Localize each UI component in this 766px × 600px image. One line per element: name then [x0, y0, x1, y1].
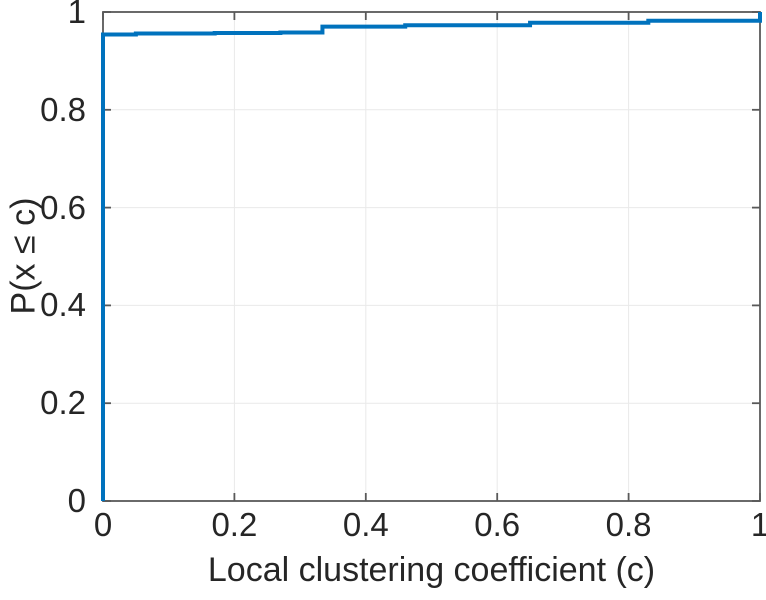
x-tick-label: 0.4 [342, 506, 389, 543]
x-axis-label: Local clustering coefficient (c) [207, 551, 656, 589]
y-tick-label: 0 [67, 482, 86, 519]
grid-lines [103, 12, 760, 501]
ecdf-line [101, 12, 762, 501]
y-axis-label: P(x ≤ c) [4, 197, 43, 315]
y-tick-label: 0.6 [40, 188, 86, 226]
y-tick-label: 1 [67, 0, 86, 30]
x-tick-label: 1 [750, 506, 766, 543]
y-tick-label: 0.2 [40, 384, 86, 422]
x-tick-label: 0.2 [211, 506, 258, 543]
axis-ticks [102, 11, 761, 502]
x-tick-label: 0.6 [474, 506, 521, 543]
y-tick-label: 0.8 [40, 90, 86, 128]
plot-border [102, 11, 761, 502]
x-tick-label: 0.8 [605, 506, 652, 543]
y-tick-label: 0.4 [40, 286, 86, 324]
x-tick-label: 0 [93, 506, 113, 543]
